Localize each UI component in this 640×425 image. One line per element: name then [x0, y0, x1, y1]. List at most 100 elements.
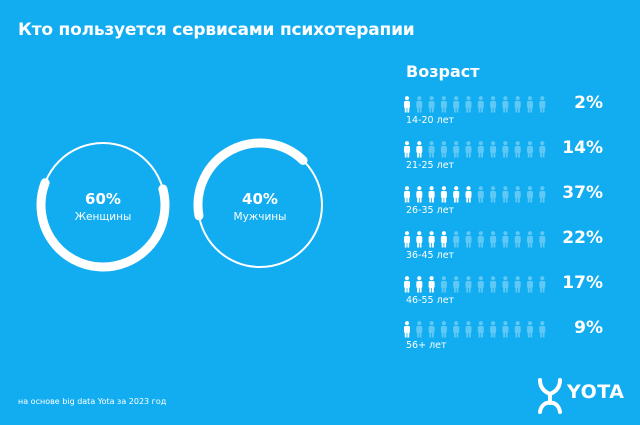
age-value: 14%	[562, 138, 603, 158]
yota-logo-icon	[538, 378, 562, 414]
person-icon	[490, 276, 497, 293]
person-icon	[477, 141, 484, 158]
person-icon	[477, 321, 484, 338]
person-icon	[440, 321, 447, 338]
person-icon	[428, 276, 435, 293]
person-icon	[502, 231, 509, 248]
person-icon	[477, 231, 484, 248]
person-icon	[453, 141, 460, 158]
age-value: 22%	[562, 228, 603, 248]
person-icon	[502, 141, 509, 158]
age-range-label: 21-25 лет	[406, 160, 455, 171]
person-icon	[428, 96, 435, 113]
donut-women-label: Женщины	[74, 211, 132, 223]
person-icon	[416, 96, 423, 113]
person-icon	[404, 186, 410, 203]
age-value: 2%	[574, 93, 603, 113]
donut-women: 60% Женщины	[33, 128, 173, 283]
donut-men-label: Мужчины	[233, 211, 287, 223]
person-icon	[514, 141, 521, 158]
person-icon	[465, 276, 472, 293]
person-icon	[490, 186, 497, 203]
person-icon	[502, 276, 509, 293]
age-chart-title: Возраст	[406, 62, 480, 81]
person-icon	[404, 321, 410, 338]
age-row: 14% 21-25 лет	[403, 138, 603, 181]
person-icon	[428, 321, 435, 338]
person-icon	[416, 276, 423, 293]
page-title: Кто пользуется сервисами психотерапии	[18, 20, 415, 40]
person-icon	[502, 96, 509, 113]
age-range-label: 56+ лет	[406, 340, 447, 351]
person-icon	[490, 96, 497, 113]
person-icon	[477, 96, 484, 113]
person-icon	[416, 186, 423, 203]
person-icon	[428, 231, 435, 248]
person-icon	[539, 186, 546, 203]
person-icon	[490, 321, 497, 338]
person-icon	[440, 186, 447, 203]
age-row: 37% 26-35 лет	[403, 183, 603, 226]
person-icon	[453, 186, 460, 203]
donut-men: 40% Мужчины	[190, 128, 330, 283]
person-icon	[440, 141, 447, 158]
age-range-label: 26-35 лет	[406, 205, 455, 216]
donut-slice	[193, 138, 308, 221]
person-icon	[404, 96, 410, 113]
person-icon	[539, 231, 546, 248]
age-row: 17% 46-55 лет	[403, 273, 603, 316]
person-icons	[404, 96, 546, 113]
person-icon	[404, 141, 410, 158]
person-icon	[527, 141, 533, 158]
age-value: 9%	[574, 318, 603, 338]
person-icon	[514, 96, 521, 113]
donut-men-percent: 40%	[242, 190, 278, 208]
age-value: 17%	[562, 273, 603, 293]
age-range-label: 36-45 лет	[406, 250, 455, 261]
person-icon	[490, 231, 497, 248]
person-icon	[502, 186, 509, 203]
person-icon	[514, 321, 521, 338]
yota-logo: YOTA	[535, 376, 635, 416]
person-icon	[527, 276, 533, 293]
person-icon	[539, 321, 546, 338]
donut-slice	[36, 178, 170, 272]
person-icon	[416, 231, 423, 248]
age-row: 9% 56+ лет	[403, 318, 603, 361]
person-icons	[404, 141, 546, 158]
person-icon	[527, 321, 533, 338]
person-icon	[514, 186, 521, 203]
person-icon	[539, 141, 546, 158]
person-icon	[477, 276, 484, 293]
person-icon	[527, 231, 533, 248]
person-icon	[502, 321, 509, 338]
age-range-label: 46-55 лет	[406, 295, 455, 306]
person-icons	[404, 276, 546, 293]
age-value: 37%	[562, 183, 603, 203]
person-icon	[428, 141, 435, 158]
person-icon	[465, 186, 472, 203]
person-icon	[404, 231, 410, 248]
person-icon	[527, 186, 533, 203]
donut-men-ring	[193, 138, 323, 268]
age-range-label: 14-20 лет	[406, 115, 455, 126]
person-icon	[453, 231, 460, 248]
person-icons	[404, 321, 546, 338]
person-icon	[539, 276, 546, 293]
person-icon	[465, 96, 472, 113]
yota-logo-text: YOTA	[567, 381, 625, 403]
person-icon	[440, 231, 447, 248]
donut-women-percent: 60%	[85, 190, 121, 208]
donut-women-ring	[36, 142, 170, 272]
person-icon	[440, 276, 447, 293]
person-icon	[428, 186, 435, 203]
person-icon	[453, 96, 460, 113]
person-icon	[514, 276, 521, 293]
person-icon	[453, 276, 460, 293]
footnote: на основе big data Yota за 2023 год	[18, 397, 167, 406]
person-icon	[465, 141, 472, 158]
person-icon	[477, 186, 484, 203]
person-icon	[416, 141, 423, 158]
person-icon	[404, 276, 410, 293]
age-row: 2% 14-20 лет	[403, 93, 603, 136]
